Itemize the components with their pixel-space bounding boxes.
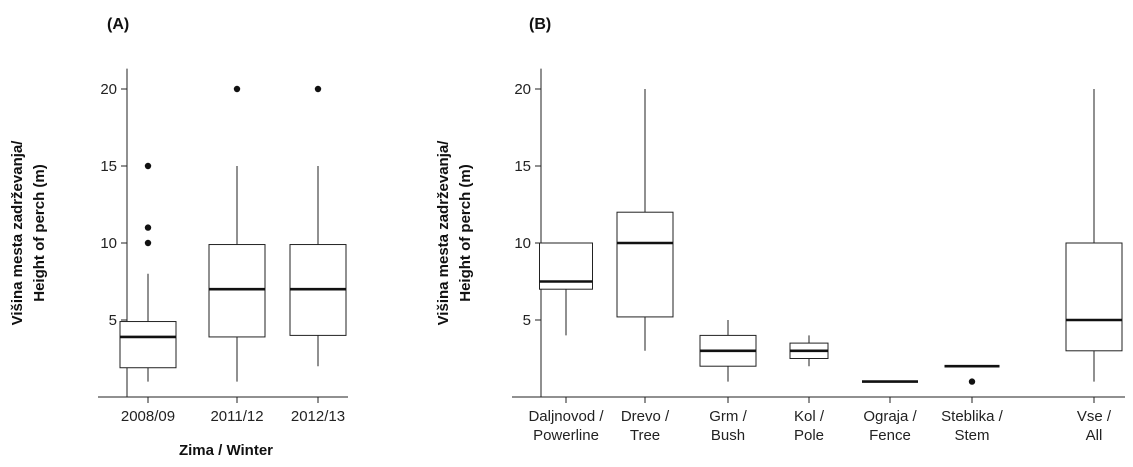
box-iqr — [119, 321, 177, 369]
y-tick-label: 5 — [523, 312, 531, 329]
box-1 — [208, 85, 266, 382]
x-tick-label: Ograja / — [863, 408, 917, 425]
x-tick-label: Bush — [711, 427, 745, 444]
chart-panel-b: (B) 5 10 15 20 Višina mesta zadrževanja/Heigh… — [435, 16, 1125, 444]
y-tick-label: 5 — [109, 312, 117, 329]
box-0 — [119, 162, 177, 382]
box-0 — [539, 242, 593, 336]
box-iqr — [208, 244, 266, 338]
x-tick-label: 2011/12 — [210, 408, 263, 425]
box-3 — [789, 335, 829, 367]
y-tick-label: 15 — [514, 158, 531, 175]
outlier-point — [144, 239, 152, 247]
outlier-point — [144, 224, 152, 231]
y-tick-label: 10 — [100, 235, 117, 252]
y-axis-title: Height of perch (m) — [31, 164, 48, 302]
y-tick-label: 15 — [100, 158, 117, 175]
box-2 — [289, 85, 347, 367]
box-iqr — [1065, 242, 1123, 352]
y-axis-title: Height of perch (m) — [457, 164, 474, 302]
box-iqr — [616, 211, 674, 318]
x-tick-label: Fence — [869, 427, 911, 444]
x-tick-label: Stem — [954, 427, 989, 444]
x-tick-label: Kol / — [794, 408, 825, 425]
x-tick-label: Daljnovod / — [528, 408, 604, 425]
y-tick-label: 20 — [100, 81, 117, 98]
y-axis-title: Višina mesta zadrževanja/ — [435, 140, 452, 326]
box-6 — [1065, 89, 1123, 382]
x-tick-label: 2012/13 — [291, 408, 345, 425]
box-2 — [699, 320, 757, 382]
x-axis-title: Zima / Winter — [179, 442, 273, 459]
x-tick-label: Vse / — [1077, 408, 1112, 425]
outlier-point — [144, 162, 152, 170]
chart-panel-a: (A) 5 10 15 20 Višina mesta zadrževanja/Heigh… — [9, 16, 348, 459]
x-tick-label: 2008/09 — [121, 408, 175, 425]
x-tick-label: Grm / — [709, 408, 747, 425]
outlier-point — [233, 85, 241, 93]
x-tick-label: All — [1086, 427, 1103, 444]
x-tick-label: Steblika / — [941, 408, 1004, 425]
panel-label: (B) — [529, 16, 551, 33]
x-tick-label: Drevo / — [621, 408, 670, 425]
x-tick-label: Tree — [630, 427, 660, 444]
y-tick-label: 10 — [514, 235, 531, 252]
y-tick-label: 20 — [514, 81, 531, 98]
box-1 — [616, 89, 674, 351]
outlier-point — [314, 85, 322, 93]
y-axis-title: Višina mesta zadrževanja/ — [9, 140, 26, 326]
outlier-point — [968, 378, 976, 385]
x-tick-label: Pole — [794, 427, 824, 444]
box-5 — [944, 364, 1000, 385]
x-tick-label: Powerline — [533, 427, 599, 444]
panel-label: (A) — [107, 16, 129, 33]
